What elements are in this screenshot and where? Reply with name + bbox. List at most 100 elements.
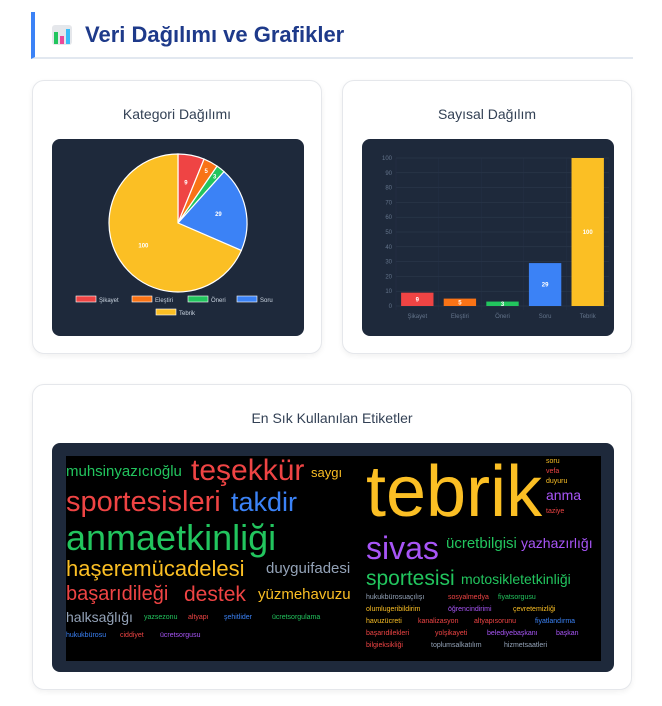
word-cloud-tag: olumlugeribildirim bbox=[366, 606, 421, 613]
word-cloud-tag: ücretsorgusu bbox=[160, 632, 201, 639]
word-cloud-tag: vefa bbox=[546, 468, 560, 475]
bar-data-label: 100 bbox=[583, 230, 594, 236]
pie-data-label: 9 bbox=[184, 180, 188, 186]
bar-data-label: 5 bbox=[458, 300, 462, 306]
legend-swatch bbox=[131, 295, 153, 303]
word-cloud-tag: takdir bbox=[231, 487, 298, 517]
word-cloud-tag: bilgieksikliği bbox=[366, 642, 403, 649]
y-tick-label: 70 bbox=[385, 200, 392, 206]
x-tick-label: Tebrik bbox=[580, 314, 597, 320]
pie-chart-panel: 9 5 3 29 100 Şikayet Eleştiri Öneri Soru Tebrik bbox=[52, 139, 304, 336]
word-cloud-tag: destek bbox=[184, 583, 246, 606]
word-cloud-tag: sportesisi bbox=[366, 567, 455, 590]
y-tick-label: 100 bbox=[382, 156, 393, 162]
word-cloud-tag: muhsinyazıcıoğlu bbox=[66, 463, 182, 480]
word-cloud: tebrik anmaetkinliği sportesisleri teşekkür… bbox=[66, 456, 601, 661]
y-tick-label: 0 bbox=[389, 304, 393, 310]
word-cloud-tag: yolşikayeti bbox=[435, 630, 468, 637]
word-cloud-tag: yüzmehavuzu bbox=[258, 586, 351, 603]
legend-label: Şikayet bbox=[99, 298, 119, 304]
word-cloud-tag: motosikletetkinliği bbox=[461, 571, 571, 587]
category-distribution-card: Kategori Dağılımı 9 5 3 29 100 Şikayet Eleştir… bbox=[32, 80, 322, 354]
word-cloud-tag: başarıdilekleri bbox=[366, 630, 410, 637]
pie-data-label: 100 bbox=[138, 244, 149, 250]
word-cloud-tag: haşeremücadelesi bbox=[66, 556, 245, 581]
legend-swatch bbox=[187, 295, 209, 303]
pie-chart: 9 53 29 100 Şikayet Eleştiri Öneri Soru Tebrik bbox=[75, 153, 273, 317]
word-cloud-panel: tebrik anmaetkinliği sportesisleri teşekkür… bbox=[52, 443, 614, 672]
bar-chart: 0 10 20 30 40 50 60 70 80 90 100 9 Şikayet 5 Eleştiri 3… bbox=[382, 156, 610, 320]
word-cloud-tag: öğrencindirimi bbox=[448, 606, 492, 613]
word-cloud-tag: çevretemizliği bbox=[513, 606, 556, 613]
y-tick-label: 60 bbox=[385, 215, 392, 221]
word-cloud-tag: halksağlığı bbox=[66, 609, 133, 625]
word-cloud-tag: yazsezonu bbox=[144, 614, 178, 621]
pie-data-label: 29 bbox=[215, 212, 222, 218]
word-cloud-tag: sivas bbox=[366, 530, 439, 566]
word-cloud-tag: altyapısorunu bbox=[474, 618, 517, 625]
word-cloud-tag: havuzücreti bbox=[366, 618, 402, 625]
bar-tebrik bbox=[571, 158, 604, 306]
word-cloud-tag: teşekkür bbox=[191, 456, 305, 487]
legend-label: Soru bbox=[260, 298, 273, 304]
word-cloud-tag: taziye bbox=[546, 508, 565, 515]
bar-chart-icon bbox=[52, 24, 72, 45]
word-cloud-tag: anma bbox=[546, 487, 582, 503]
word-cloud-tag: ücretbilgisi bbox=[446, 535, 517, 552]
word-cloud-tag: soru bbox=[546, 458, 560, 465]
legend-swatch bbox=[155, 308, 177, 316]
bar-data-label: 9 bbox=[416, 297, 420, 303]
card-title: Kategori Dağılımı bbox=[122, 106, 232, 122]
word-cloud-tag: sosyalmedya bbox=[448, 594, 489, 601]
bar-eleştiri bbox=[443, 298, 477, 306]
pie-data-label: 3 bbox=[213, 174, 217, 180]
x-tick-label: Soru bbox=[539, 314, 552, 320]
bar-soru bbox=[528, 263, 562, 306]
word-cloud-tag: başarıdileği bbox=[66, 583, 169, 605]
legend-label: Öneri bbox=[211, 297, 226, 304]
card-title: En Sık Kullanılan Etiketler bbox=[251, 410, 413, 426]
word-cloud-tag: hizmetsaatleri bbox=[504, 642, 548, 649]
y-tick-label: 20 bbox=[385, 274, 392, 280]
y-tick-label: 10 bbox=[385, 289, 392, 295]
y-tick-label: 50 bbox=[385, 230, 392, 236]
word-cloud-tag: fiyatsorgusu bbox=[498, 594, 536, 601]
word-cloud-tag: sportesisleri bbox=[66, 486, 221, 518]
word-cloud-tag: hukukbürosu bbox=[66, 632, 107, 639]
word-cloud-tag: tebrik bbox=[366, 456, 543, 532]
word-cloud-tag: başkan bbox=[556, 630, 579, 637]
y-tick-label: 80 bbox=[385, 186, 392, 192]
word-cloud-tag: saygı bbox=[311, 465, 343, 480]
word-cloud-tag: altyapı bbox=[188, 614, 209, 621]
x-tick-label: Eleştiri bbox=[451, 314, 469, 320]
x-tick-label: Öneri bbox=[495, 313, 510, 320]
bar-öneri bbox=[486, 301, 519, 306]
word-cloud-tag: ciddiyet bbox=[120, 632, 144, 639]
word-cloud-tag: fiyatlandırma bbox=[535, 618, 576, 625]
word-cloud-tag: belediyebaşkanı bbox=[487, 630, 538, 637]
word-cloud-tag: yazhazırlığı bbox=[521, 535, 593, 551]
word-cloud-tag: şehitlider bbox=[224, 614, 253, 621]
card-title: Sayısal Dağılım bbox=[437, 106, 537, 122]
x-tick-label: Şikayet bbox=[407, 314, 427, 320]
bar-chart-panel: 0 10 20 30 40 50 60 70 80 90 100 9 Şikayet 5 Eleştiri 3… bbox=[362, 139, 614, 336]
section-header: Veri Dağılımı ve Grafikler bbox=[31, 12, 633, 59]
word-cloud-tag: duyuru bbox=[546, 478, 568, 485]
pie-slice-tebrik bbox=[108, 153, 243, 293]
word-cloud-tag: kanalizasyon bbox=[418, 618, 459, 625]
numeric-distribution-card: Sayısal Dağılım 0 10 20 30 40 50 60 70 80 90 100 9 Ş… bbox=[342, 80, 632, 354]
legend-swatch bbox=[75, 295, 97, 303]
bar-data-label: 29 bbox=[542, 283, 549, 289]
word-cloud-tag: duyguifadesi bbox=[266, 560, 351, 577]
word-cloud-tag: toplumsalkatılım bbox=[431, 642, 482, 649]
page-title: Veri Dağılımı ve Grafikler bbox=[85, 21, 345, 47]
pie-data-label: 5 bbox=[205, 169, 209, 175]
tags-card: En Sık Kullanılan Etiketler tebrik anmaet… bbox=[32, 384, 632, 690]
bar-şikayet bbox=[401, 292, 434, 306]
pie-slice-soru bbox=[176, 170, 248, 252]
y-tick-label: 30 bbox=[385, 260, 392, 266]
legend-label: Tebrik bbox=[179, 311, 196, 317]
legend-label: Eleştiri bbox=[155, 298, 173, 304]
y-tick-label: 40 bbox=[385, 245, 392, 251]
word-cloud-tag: ücretsorgulama bbox=[272, 614, 321, 621]
